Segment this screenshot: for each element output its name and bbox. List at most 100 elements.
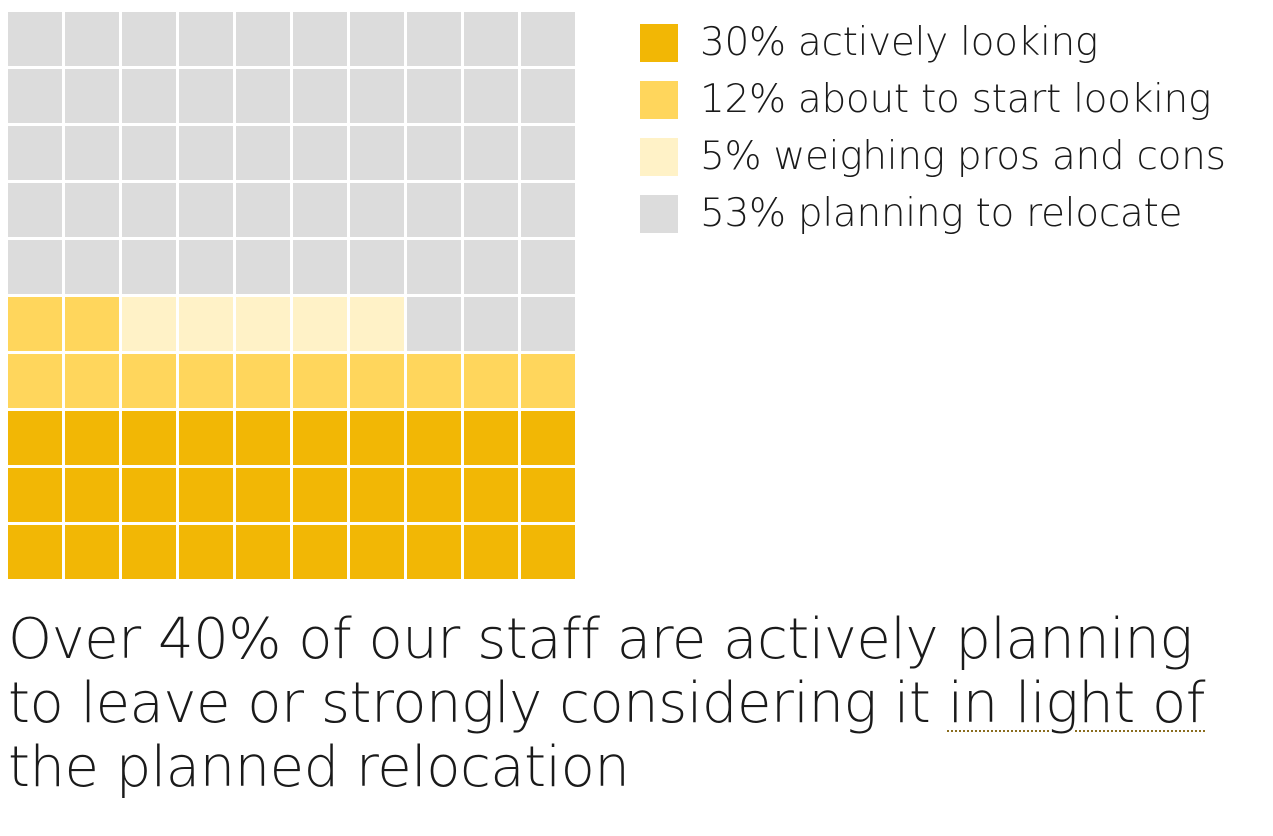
waffle-cell-planning-to-relocate: [8, 69, 62, 123]
waffle-cell-planning-to-relocate: [179, 126, 233, 180]
legend-label-about-to-start-looking: 12% about to start looking: [700, 77, 1212, 122]
waffle-cell-planning-to-relocate: [464, 240, 518, 294]
waffle-cell-planning-to-relocate: [407, 12, 461, 66]
waffle-cell-planning-to-relocate: [122, 69, 176, 123]
waffle-cell-about-to-start-looking: [464, 354, 518, 408]
legend-item-about-to-start-looking: 12% about to start looking: [640, 71, 1226, 128]
waffle-cell-actively-looking: [8, 525, 62, 579]
waffle-cell-planning-to-relocate: [122, 183, 176, 237]
waffle-cell-planning-to-relocate: [122, 240, 176, 294]
waffle-cell-weighing-pros-and-cons: [293, 297, 347, 351]
waffle-cell-about-to-start-looking: [236, 354, 290, 408]
waffle-cell-actively-looking: [350, 411, 404, 465]
headline-text-start: Over 40% of our staff are actively plann…: [8, 607, 1193, 736]
waffle-cell-actively-looking: [179, 468, 233, 522]
legend: 30% actively looking 12% about to start …: [640, 14, 1226, 242]
waffle-cell-actively-looking: [464, 525, 518, 579]
waffle-cell-planning-to-relocate: [122, 126, 176, 180]
waffle-cell-planning-to-relocate: [464, 126, 518, 180]
waffle-cell-planning-to-relocate: [122, 12, 176, 66]
waffle-cell-about-to-start-looking: [521, 354, 575, 408]
waffle-cell-planning-to-relocate: [179, 69, 233, 123]
legend-label-actively-looking: 30% actively looking: [700, 20, 1099, 65]
waffle-cell-actively-looking: [293, 525, 347, 579]
waffle-cell-planning-to-relocate: [521, 12, 575, 66]
waffle-cell-actively-looking: [521, 411, 575, 465]
headline-text: Over 40% of our staff are actively plann…: [8, 608, 1258, 800]
waffle-cell-about-to-start-looking: [293, 354, 347, 408]
legend-swatch-planning-to-relocate: [640, 194, 678, 233]
headline-text-marked: in light of: [947, 671, 1206, 736]
waffle-cell-planning-to-relocate: [521, 297, 575, 351]
waffle-cell-actively-looking: [350, 468, 404, 522]
waffle-cell-actively-looking: [179, 525, 233, 579]
waffle-cell-about-to-start-looking: [407, 354, 461, 408]
waffle-cell-planning-to-relocate: [65, 240, 119, 294]
legend-item-actively-looking: 30% actively looking: [640, 14, 1226, 71]
waffle-cell-planning-to-relocate: [236, 12, 290, 66]
legend-swatch-weighing-pros-and-cons: [640, 137, 678, 176]
waffle-cell-actively-looking: [122, 525, 176, 579]
waffle-cell-planning-to-relocate: [236, 126, 290, 180]
waffle-cell-actively-looking: [350, 525, 404, 579]
waffle-cell-weighing-pros-and-cons: [236, 297, 290, 351]
waffle-cell-actively-looking: [8, 468, 62, 522]
legend-item-weighing-pros-and-cons: 5% weighing pros and cons: [640, 128, 1226, 185]
waffle-cell-planning-to-relocate: [236, 69, 290, 123]
waffle-cell-about-to-start-looking: [65, 354, 119, 408]
waffle-cell-actively-looking: [521, 525, 575, 579]
waffle-cell-planning-to-relocate: [350, 69, 404, 123]
waffle-cell-actively-looking: [65, 468, 119, 522]
waffle-cell-planning-to-relocate: [65, 183, 119, 237]
waffle-cell-planning-to-relocate: [179, 240, 233, 294]
waffle-cell-weighing-pros-and-cons: [350, 297, 404, 351]
waffle-cell-planning-to-relocate: [521, 126, 575, 180]
waffle-cell-planning-to-relocate: [65, 12, 119, 66]
waffle-cell-actively-looking: [464, 468, 518, 522]
waffle-cell-planning-to-relocate: [293, 126, 347, 180]
waffle-cell-actively-looking: [407, 525, 461, 579]
waffle-cell-planning-to-relocate: [293, 240, 347, 294]
legend-swatch-actively-looking: [640, 23, 678, 62]
waffle-cell-planning-to-relocate: [521, 69, 575, 123]
waffle-cell-planning-to-relocate: [464, 12, 518, 66]
waffle-cell-actively-looking: [407, 468, 461, 522]
waffle-cell-planning-to-relocate: [350, 12, 404, 66]
waffle-cell-planning-to-relocate: [521, 240, 575, 294]
waffle-cell-planning-to-relocate: [350, 240, 404, 294]
waffle-cell-planning-to-relocate: [293, 69, 347, 123]
waffle-cell-about-to-start-looking: [8, 297, 62, 351]
waffle-cell-planning-to-relocate: [521, 183, 575, 237]
waffle-cell-planning-to-relocate: [350, 183, 404, 237]
waffle-cell-planning-to-relocate: [236, 183, 290, 237]
waffle-cell-planning-to-relocate: [8, 126, 62, 180]
waffle-cell-planning-to-relocate: [350, 126, 404, 180]
waffle-cell-about-to-start-looking: [122, 354, 176, 408]
waffle-cell-planning-to-relocate: [8, 183, 62, 237]
waffle-cell-planning-to-relocate: [65, 69, 119, 123]
waffle-cell-planning-to-relocate: [8, 12, 62, 66]
waffle-cell-planning-to-relocate: [464, 297, 518, 351]
waffle-cell-about-to-start-looking: [350, 354, 404, 408]
waffle-cell-planning-to-relocate: [407, 240, 461, 294]
waffle-cell-planning-to-relocate: [407, 69, 461, 123]
waffle-chart: [8, 12, 575, 579]
waffle-cell-planning-to-relocate: [293, 183, 347, 237]
waffle-cell-planning-to-relocate: [179, 12, 233, 66]
waffle-cell-planning-to-relocate: [464, 183, 518, 237]
waffle-cell-planning-to-relocate: [8, 240, 62, 294]
headline-text-end: the planned relocation: [8, 735, 630, 800]
waffle-cell-weighing-pros-and-cons: [179, 297, 233, 351]
waffle-cell-about-to-start-looking: [8, 354, 62, 408]
waffle-cell-actively-looking: [293, 468, 347, 522]
waffle-cell-weighing-pros-and-cons: [122, 297, 176, 351]
waffle-cell-actively-looking: [122, 468, 176, 522]
waffle-cell-about-to-start-looking: [179, 354, 233, 408]
waffle-cell-planning-to-relocate: [464, 69, 518, 123]
waffle-cell-actively-looking: [65, 411, 119, 465]
waffle-cell-actively-looking: [293, 411, 347, 465]
waffle-cell-planning-to-relocate: [236, 240, 290, 294]
waffle-cell-planning-to-relocate: [179, 183, 233, 237]
waffle-cell-actively-looking: [521, 468, 575, 522]
legend-label-planning-to-relocate: 53% planning to relocate: [700, 191, 1183, 236]
